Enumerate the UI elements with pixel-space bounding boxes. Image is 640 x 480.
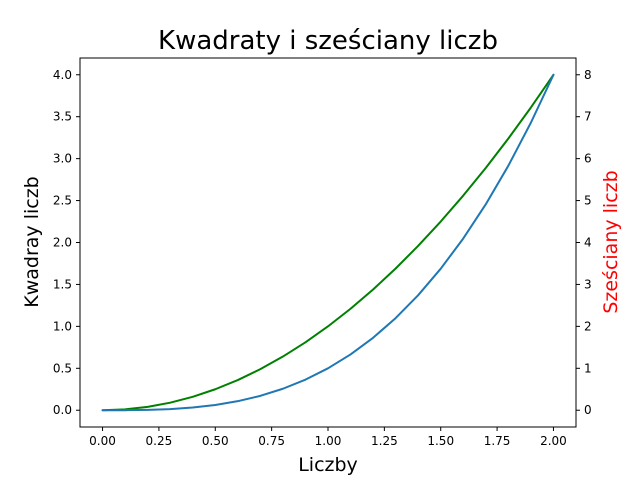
- x-tick-label: 0.75: [258, 434, 285, 448]
- squares-series-line: [101, 73, 555, 412]
- x-tick-label: 0.00: [89, 434, 116, 448]
- y-tick-label: 3.5: [53, 110, 72, 124]
- y-tick-label: 2.0: [53, 236, 72, 250]
- x-tick-label: 1.25: [371, 434, 398, 448]
- y2-tick-label: 8: [584, 68, 592, 82]
- y2-tick-label: 6: [584, 152, 592, 166]
- x-axis-ticks: 0.00 0.25 0.50 0.75 1.00 1.25 1.50 1.75 2.00: [89, 427, 567, 448]
- y-tick-label: 2.5: [53, 194, 72, 208]
- y-tick-label: 4.0: [53, 68, 72, 82]
- x-tick-label: 1.75: [484, 434, 511, 448]
- chart-title: Kwadraty i sześciany liczb: [158, 26, 498, 56]
- y-tick-label: 0.5: [53, 361, 72, 375]
- x-tick-label: 1.50: [427, 434, 454, 448]
- y-axis-ticks: 0.0 0.5 1.0 1.5 2.0 2.5 3.0 3.5 4.0: [53, 68, 80, 417]
- x-tick-label: 0.25: [146, 434, 173, 448]
- y-axis-label: Kwadray liczb: [21, 176, 43, 307]
- y2-tick-label: 1: [584, 361, 592, 375]
- y2-tick-label: 5: [584, 194, 592, 208]
- cubes-series-line: [101, 73, 555, 412]
- y2-axis-ticks: 0 1 2 3 4 5 6 7 8: [576, 68, 592, 417]
- plot-frame: [79, 57, 577, 428]
- y2-tick-label: 7: [584, 110, 592, 124]
- y-tick-label: 3.0: [53, 152, 72, 166]
- y2-axis-label: Sześciany liczb: [600, 170, 622, 313]
- y-tick-label: 0.0: [53, 403, 72, 417]
- y2-tick-label: 2: [584, 319, 592, 333]
- y-tick-label: 1.0: [53, 319, 72, 333]
- y2-tick-label: 0: [584, 403, 592, 417]
- x-tick-label: 1.00: [315, 434, 342, 448]
- y2-tick-label: 4: [584, 236, 592, 250]
- x-axis-label: Liczby: [298, 454, 358, 476]
- plot-lines: [101, 73, 555, 412]
- y-tick-label: 1.5: [53, 277, 72, 291]
- y2-tick-label: 3: [584, 277, 592, 291]
- x-tick-label: 0.50: [202, 434, 229, 448]
- x-tick-label: 2.00: [540, 434, 567, 448]
